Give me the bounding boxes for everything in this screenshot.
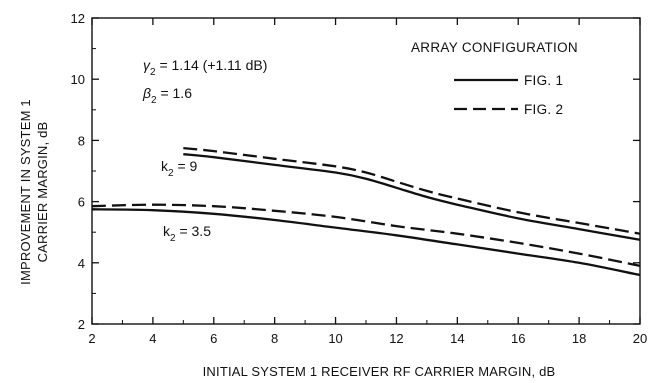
x-tick-label-4: 10 [328, 331, 342, 346]
labels-layer: 2 4 6 8 10 12 14 16 18 20 2 4 6 8 10 12 [71, 11, 648, 346]
series-layer [91, 146, 641, 277]
beta-symbol: β [142, 85, 151, 101]
legend-label-fig-2: FIG. 2 [524, 102, 563, 117]
k9-value: = 9 [174, 158, 198, 174]
gamma-annotation: γ2 = 1.14 (+1.11 dB) [143, 57, 267, 78]
beta-annotation: β2 = 1.6 [142, 85, 192, 106]
y-tick-label-2: 6 [78, 195, 85, 210]
x-tick-label-0: 2 [88, 331, 95, 346]
y-tick-label-4: 10 [71, 72, 85, 87]
y-tick-label-1: 4 [78, 256, 85, 271]
y-axis-title-line-1: IMPROVEMENT IN SYSTEM 1 [18, 99, 33, 285]
legend-label-fig-1: FIG. 1 [524, 73, 563, 88]
x-tick-label-1: 4 [149, 331, 156, 346]
ticks-layer [91, 17, 641, 325]
series-line-1 [183, 146, 641, 235]
series-line-3 [91, 203, 641, 268]
k9-symbol: k [161, 158, 169, 174]
beta-value: = 1.6 [157, 85, 193, 101]
gamma-symbol: γ [143, 57, 151, 73]
legend-title: ARRAY CONFIGURATION [411, 40, 578, 55]
k35-annotation: k2 = 3.5 [163, 223, 211, 244]
k35-symbol: k [163, 223, 171, 239]
legend: ARRAY CONFIGURATION FIG. 1 FIG. 2 [411, 40, 578, 117]
x-tick-label-6: 14 [450, 331, 464, 346]
y-axis-title-line-2: CARRIER MARGIN, dB [35, 122, 50, 263]
x-tick-label-7: 16 [511, 331, 525, 346]
y-tick-label-3: 8 [78, 133, 85, 148]
gamma-subscript: 2 [150, 67, 156, 78]
series-line-0 [183, 153, 641, 241]
beta-subscript: 2 [151, 95, 157, 106]
x-tick-label-2: 6 [210, 331, 217, 346]
y-tick-label-0: 2 [78, 317, 85, 332]
k9-annotation: k2 = 9 [161, 158, 198, 179]
k9-subscript: 2 [168, 168, 174, 179]
series-line-2 [91, 208, 641, 277]
k35-value: = 3.5 [176, 223, 212, 239]
x-tick-label-5: 12 [389, 331, 403, 346]
k35-subscript: 2 [170, 233, 176, 244]
y-tick-label-5: 12 [71, 11, 85, 26]
x-axis-title: INITIAL SYSTEM 1 RECEIVER RF CARRIER MAR… [203, 364, 556, 379]
x-tick-label-3: 8 [271, 331, 278, 346]
gamma-value: = 1.14 (+1.11 dB) [156, 57, 268, 73]
x-tick-label-8: 18 [572, 331, 586, 346]
x-tick-label-9: 20 [633, 331, 647, 346]
